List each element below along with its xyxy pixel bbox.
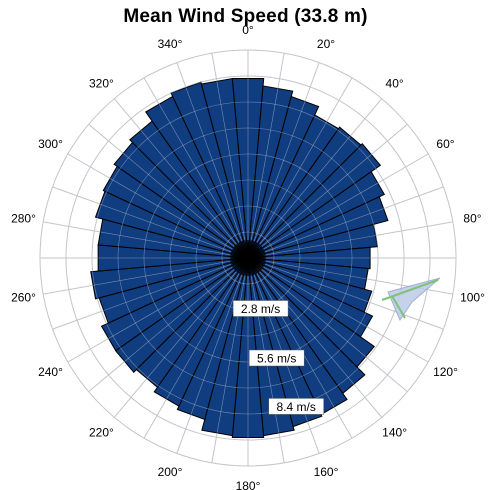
angle-tick-label: 340°: [158, 37, 183, 51]
angle-tick-label: 240°: [38, 365, 63, 379]
overlay-ring: [221, 231, 275, 285]
angle-tick-label: 200°: [158, 465, 183, 479]
radial-spokes: [39, 49, 457, 467]
radial-label-box: [232, 300, 289, 317]
angle-tick-label: 0°: [242, 23, 254, 37]
radial-label-box: [268, 398, 324, 415]
angle-tick-label: 60°: [436, 137, 454, 151]
direction-arrow: [381, 277, 441, 322]
overlay-ring: [91, 101, 405, 415]
radial-value-label: 5.6 m/s: [257, 352, 296, 366]
angle-tick-label: 160°: [314, 465, 339, 479]
angle-tick-label: 260°: [11, 291, 36, 305]
angle-tick-label: 140°: [382, 426, 407, 440]
angle-tick-label: 220°: [89, 426, 114, 440]
hub-line: [245, 240, 249, 259]
overlay-ring: [117, 127, 379, 389]
angle-tick-label: 80°: [463, 211, 481, 225]
angle-tick-label: 280°: [11, 211, 36, 225]
angle-tick-label: 320°: [89, 76, 114, 90]
overlay-ring: [143, 153, 353, 363]
angle-tick-label: 300°: [38, 137, 63, 151]
radial-label-box: [248, 349, 305, 367]
chart-title: Mean Wind Speed (33.8 m): [123, 6, 368, 27]
overlay-ring: [169, 179, 327, 337]
angle-tick-label: 20°: [317, 37, 335, 51]
angle-tick-label: 40°: [386, 76, 404, 90]
arrow-highlight-icon: [381, 279, 439, 319]
overlay-ring: [39, 49, 457, 467]
angle-tick-label: 100°: [460, 291, 485, 305]
radial-value-label: 2.8 m/s: [241, 302, 280, 316]
angle-tick-label: 180°: [236, 479, 261, 490]
wind-speed-bars: [90, 77, 389, 438]
radial-value-label: 8.4 m/s: [277, 400, 316, 414]
axis-labels: 0° 20° 40° 60° 80° 100° 120° 140° 160° 180° 200° 22…: [11, 23, 485, 490]
overlay-ring: [65, 75, 431, 441]
angle-tick-label: 120°: [433, 365, 458, 379]
